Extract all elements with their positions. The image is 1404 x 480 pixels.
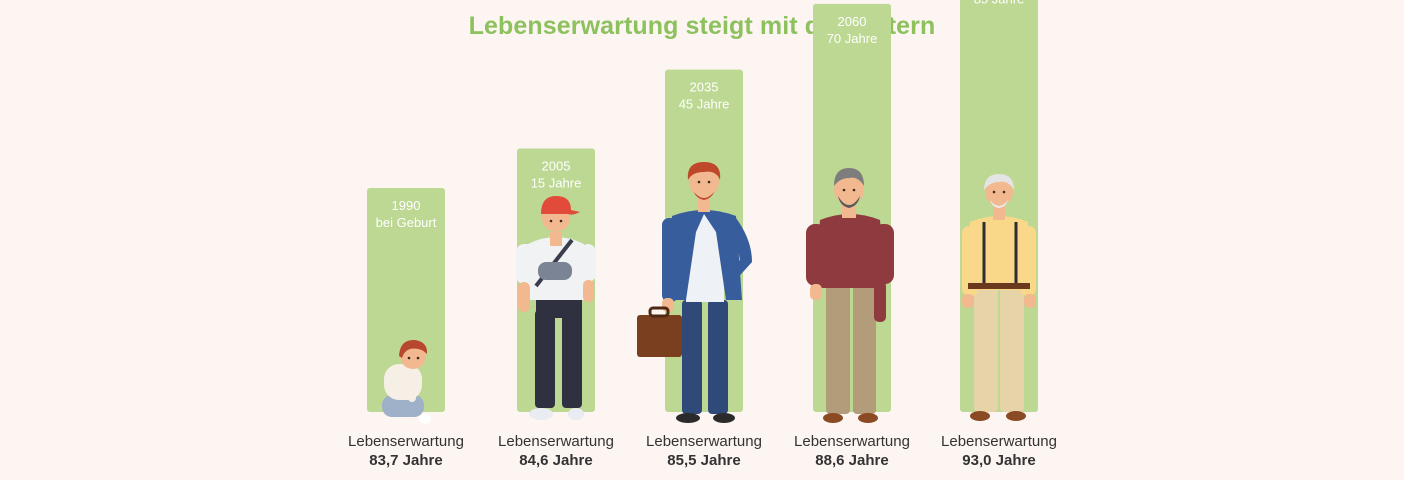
age-label: 15 Jahre xyxy=(531,176,582,191)
year-label: 1990 xyxy=(392,198,421,213)
year-label: 2060 xyxy=(838,14,867,29)
year-label: 2035 xyxy=(690,80,719,95)
baby-icon xyxy=(382,339,431,424)
life-expectancy-value: 85,5 Jahre xyxy=(667,452,740,469)
year-label: 2005 xyxy=(542,159,571,174)
life-expectancy-label: Lebenserwartung xyxy=(348,433,464,450)
life-expectancy-value: 88,6 Jahre xyxy=(815,452,888,469)
businessman-icon xyxy=(637,162,752,423)
life-expectancy-label: Lebenserwartung xyxy=(794,433,910,450)
age-label: 85 Jahre xyxy=(974,0,1025,6)
age-label: 70 Jahre xyxy=(827,31,878,46)
life-expectancy-label: Lebenserwartung xyxy=(941,433,1057,450)
people-group xyxy=(382,162,1036,424)
life-expectancy-value: 93,0 Jahre xyxy=(962,452,1035,469)
senior-man-icon xyxy=(806,168,894,423)
life-expectancy-label: Lebenserwartung xyxy=(646,433,762,450)
life-expectancy-label: Lebenserwartung xyxy=(498,433,614,450)
teen-icon xyxy=(516,196,596,420)
life-expectancy-value: 83,7 Jahre xyxy=(369,452,442,469)
age-label: 45 Jahre xyxy=(679,97,730,112)
life-expectancy-value: 84,6 Jahre xyxy=(519,452,592,469)
labels-group: Lebenserwartung 83,7 Jahre Lebenserwartung… xyxy=(348,433,1057,469)
age-label: bei Geburt xyxy=(376,215,437,230)
elderly-man-icon xyxy=(962,174,1036,421)
